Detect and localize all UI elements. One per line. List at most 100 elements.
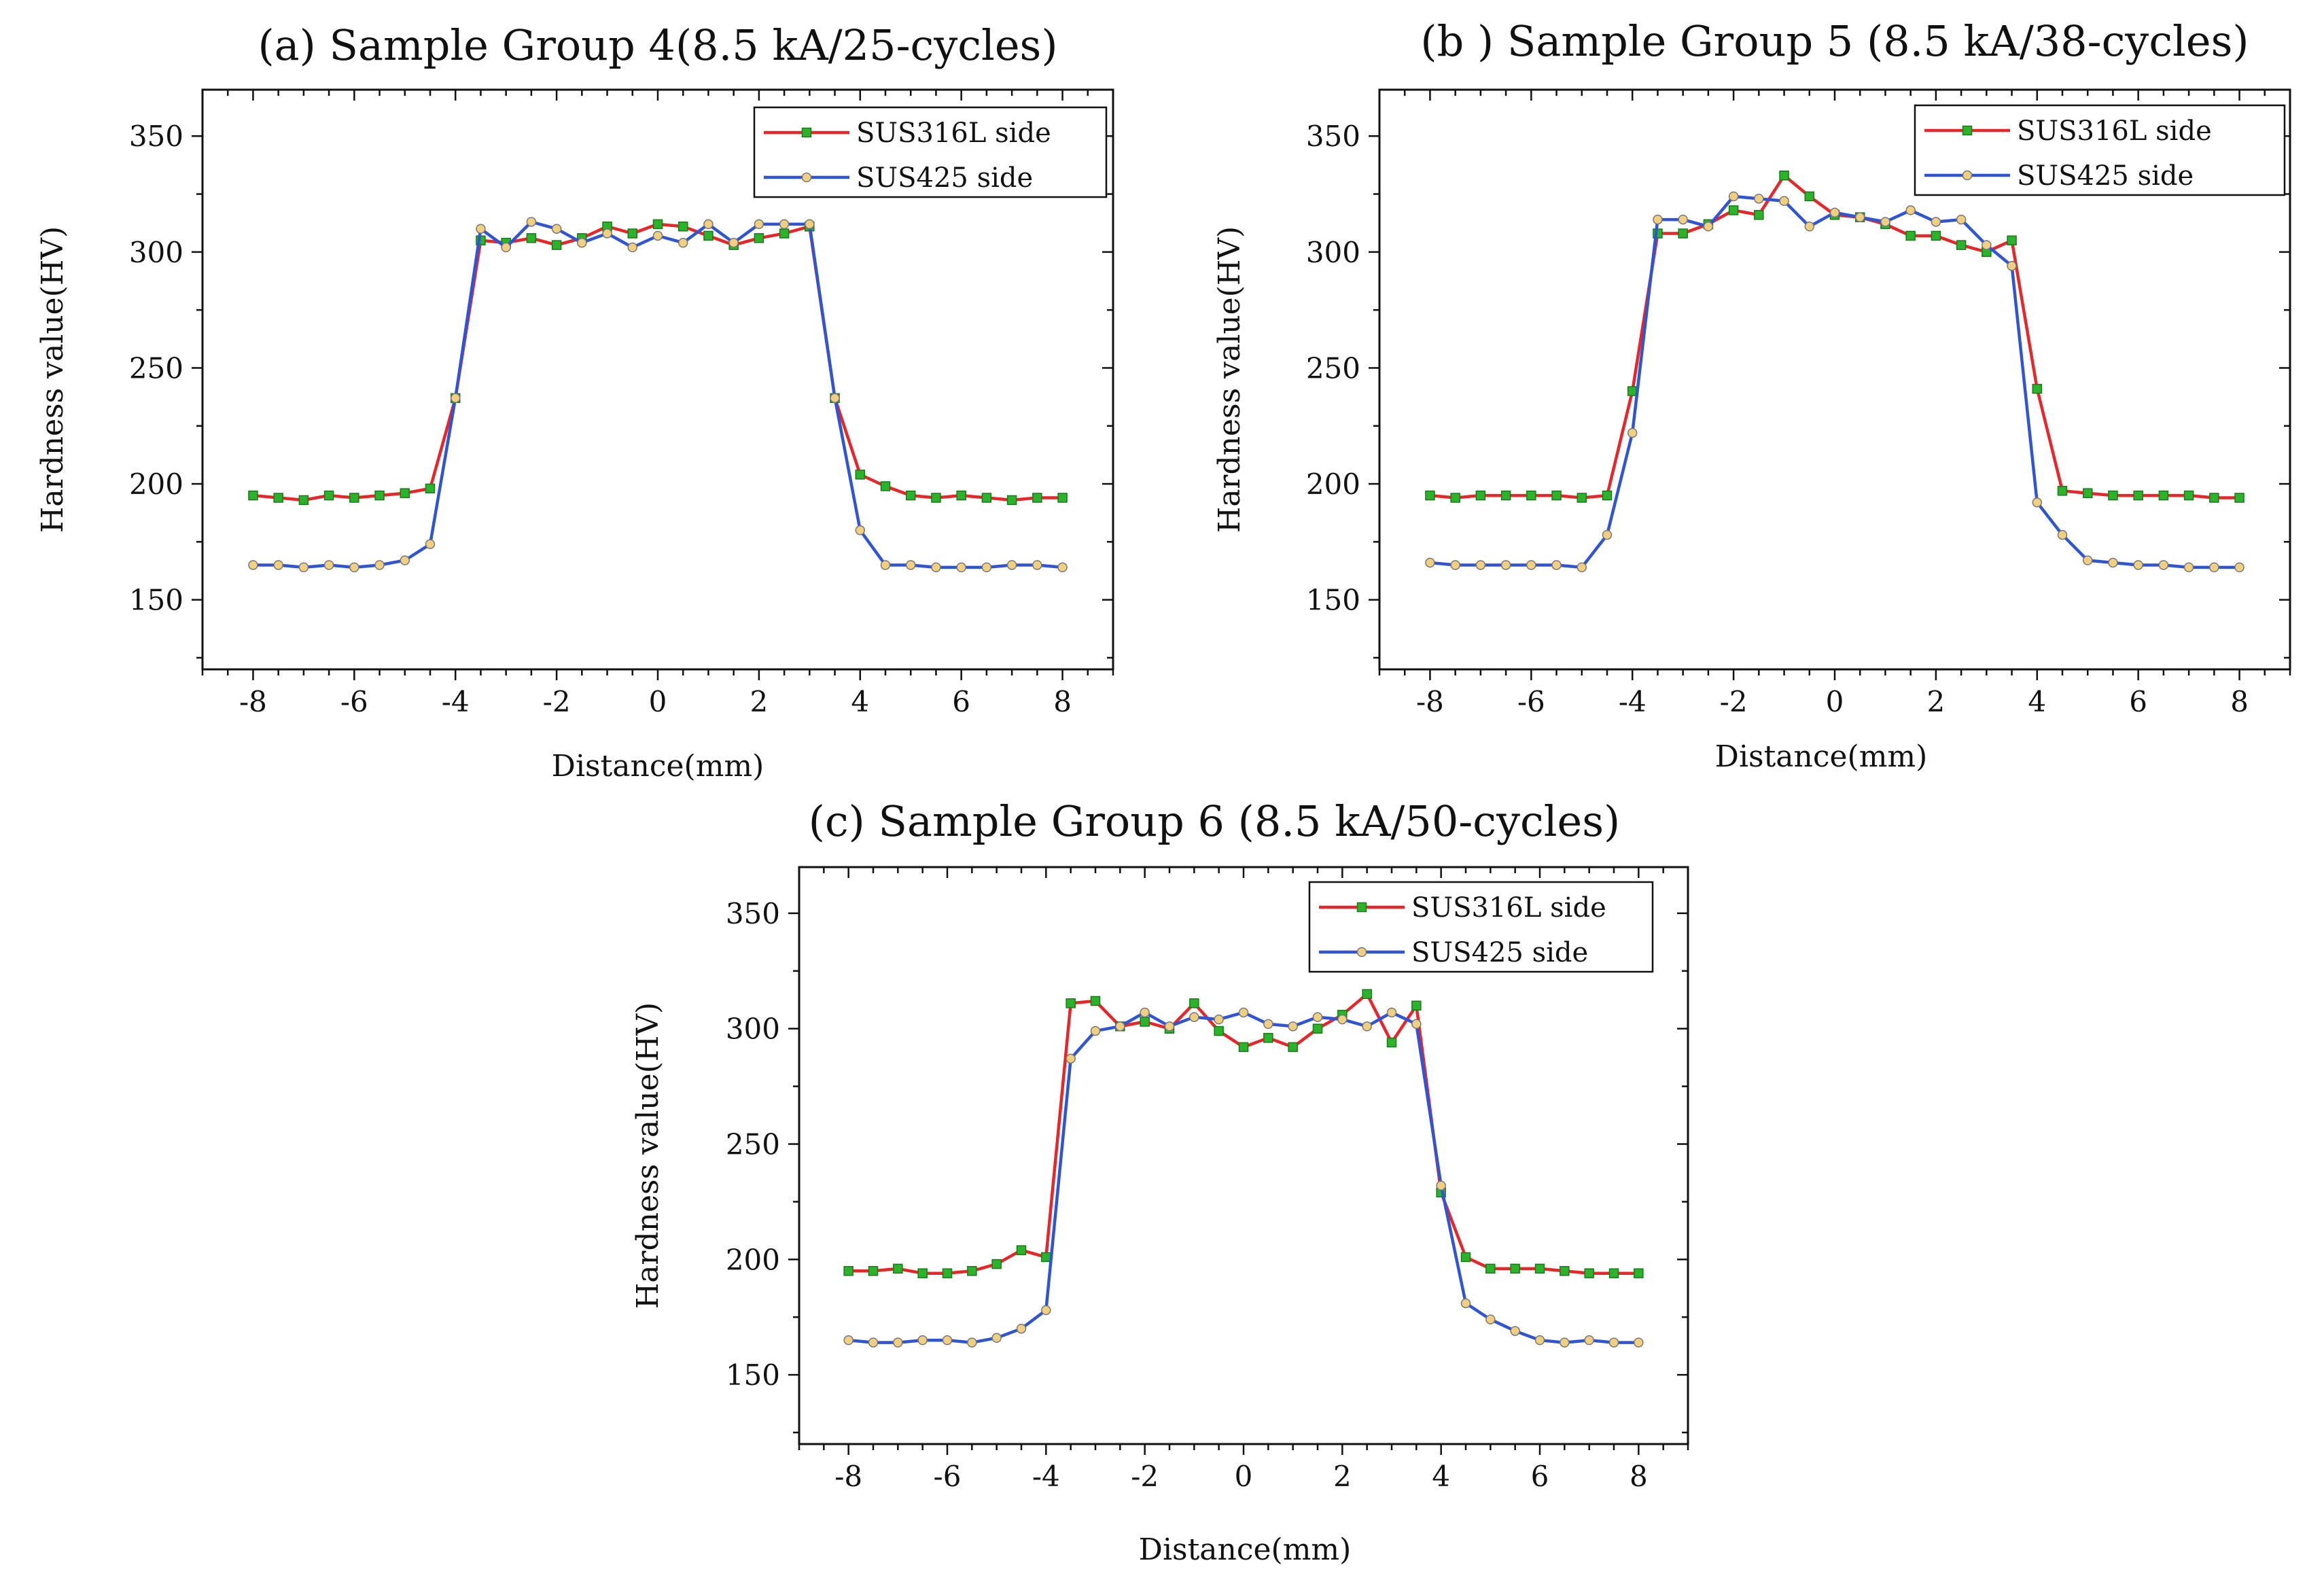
series-line — [253, 220, 1063, 569]
x-axis-label: Distance(mm) — [1139, 1532, 1352, 1567]
y-tick-label: 250 — [726, 1128, 780, 1161]
x-tick-label: 0 — [1826, 685, 1844, 718]
legend-label: SUS425 side — [2017, 160, 2194, 192]
data-point — [1854, 212, 1865, 222]
series-sus425 — [843, 1007, 1644, 1348]
x-axis-label: Distance(mm) — [1715, 739, 1928, 774]
x-tick-label: 4 — [1432, 1460, 1450, 1493]
x-tick-label: -4 — [1619, 685, 1647, 718]
data-point — [1500, 560, 1511, 570]
data-point — [1634, 1268, 1644, 1278]
data-point — [703, 230, 714, 241]
data-point — [1362, 1021, 1372, 1032]
series-sus425 — [248, 217, 1068, 573]
data-point — [843, 1266, 853, 1276]
data-point — [1779, 170, 1789, 181]
legend: SUS316L side SUS425 side — [753, 106, 1108, 198]
data-point — [1534, 1263, 1545, 1274]
data-point — [967, 1266, 977, 1276]
x-tick-label: 2 — [1927, 685, 1946, 718]
data-point — [1905, 230, 1916, 241]
data-point — [1602, 490, 1613, 501]
legend-label: SUS425 side — [856, 162, 1033, 194]
legend-marker — [1962, 170, 1973, 181]
x-tick-label: -2 — [543, 685, 571, 718]
data-point — [843, 1335, 853, 1346]
data-point — [2209, 493, 2219, 503]
data-point — [526, 233, 537, 243]
data-point — [1485, 1263, 1496, 1274]
data-point — [1016, 1245, 1027, 1255]
data-point — [323, 560, 334, 570]
data-point — [931, 493, 941, 503]
data-point — [1411, 1000, 1422, 1011]
data-point — [1905, 205, 1916, 215]
data-point — [754, 219, 764, 230]
x-tick-label: -8 — [834, 1460, 862, 1493]
data-point — [2108, 557, 2118, 568]
chart-3: (c) Sample Group 6 (8.5 kA/50-cycles) -8 -… — [631, 796, 1689, 1567]
data-point — [703, 219, 714, 230]
data-point — [349, 562, 359, 573]
data-point — [917, 1335, 928, 1346]
data-point — [476, 224, 486, 234]
data-point — [1032, 493, 1042, 503]
data-point — [425, 539, 436, 550]
data-point — [1288, 1042, 1298, 1053]
data-point — [1189, 1012, 1199, 1022]
y-tick-label: 350 — [726, 897, 780, 930]
data-point — [1653, 214, 1663, 225]
data-point — [1584, 1268, 1594, 1278]
series-line — [848, 1010, 1639, 1344]
data-point — [1931, 217, 1941, 227]
data-point — [1090, 1025, 1101, 1036]
data-point — [298, 562, 309, 573]
x-tick-label: 6 — [952, 685, 970, 718]
series-sus316l — [248, 219, 1068, 506]
data-point — [652, 219, 663, 230]
data-point — [880, 481, 891, 491]
data-point — [1140, 1017, 1150, 1027]
x-tick-label: 4 — [851, 685, 869, 718]
data-point — [2007, 235, 2017, 246]
data-point — [551, 240, 562, 250]
data-point — [1066, 998, 1076, 1008]
data-point — [1804, 222, 1815, 232]
data-point — [425, 483, 436, 494]
data-point — [1560, 1266, 1570, 1276]
data-point — [1779, 196, 1789, 207]
chart-1: (a) Sample Group 4(8.5 kA/25-cycles) -8 -6… — [35, 20, 1114, 784]
legend-label: SUS316L side — [2017, 116, 2212, 147]
data-point — [855, 525, 866, 535]
data-point — [1460, 1252, 1471, 1263]
y-tick-label: 200 — [1306, 468, 1360, 501]
x-tick-label: 4 — [2028, 685, 2046, 718]
x-tick-label: -6 — [1517, 685, 1545, 718]
x-tick-label: -4 — [1032, 1460, 1060, 1493]
data-point — [1057, 493, 1068, 503]
x-axis-label: Distance(mm) — [552, 749, 764, 784]
series-sus425 — [1425, 191, 2244, 573]
data-point — [1475, 490, 1486, 501]
y-tick-label: 350 — [1306, 120, 1360, 153]
x-tick-label: -6 — [340, 685, 368, 718]
data-point — [1164, 1021, 1175, 1032]
y-tick-label: 300 — [129, 236, 183, 269]
data-point — [991, 1333, 1002, 1343]
data-point — [1425, 557, 1435, 568]
x-tick-label: -2 — [1131, 1460, 1159, 1493]
data-point — [1728, 191, 1739, 202]
data-point — [2234, 562, 2244, 573]
x-tick-label: 0 — [1235, 1460, 1253, 1493]
data-point — [248, 490, 258, 501]
data-point — [1526, 490, 1536, 501]
data-point — [1041, 1305, 1051, 1316]
x-tick-label: -8 — [239, 685, 267, 718]
x-tick-label: 6 — [1531, 1460, 1549, 1493]
data-point — [1238, 1007, 1249, 1018]
data-point — [400, 488, 410, 498]
data-point — [602, 228, 612, 239]
data-point — [1956, 214, 1967, 225]
data-point — [905, 560, 916, 570]
data-point — [1577, 493, 1587, 503]
